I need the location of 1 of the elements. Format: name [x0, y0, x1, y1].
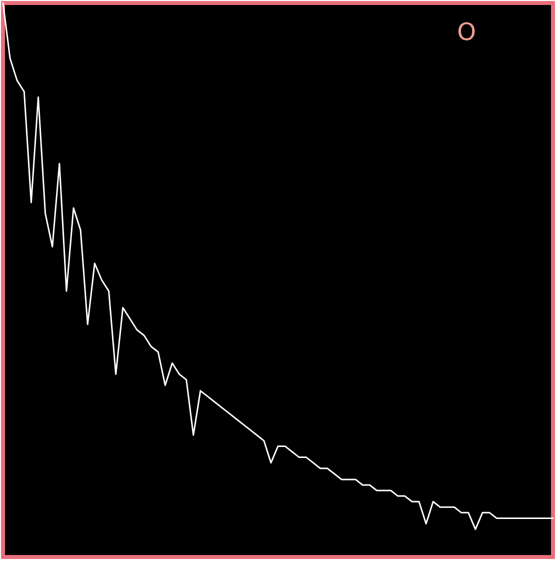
annotation: O	[457, 18, 476, 46]
